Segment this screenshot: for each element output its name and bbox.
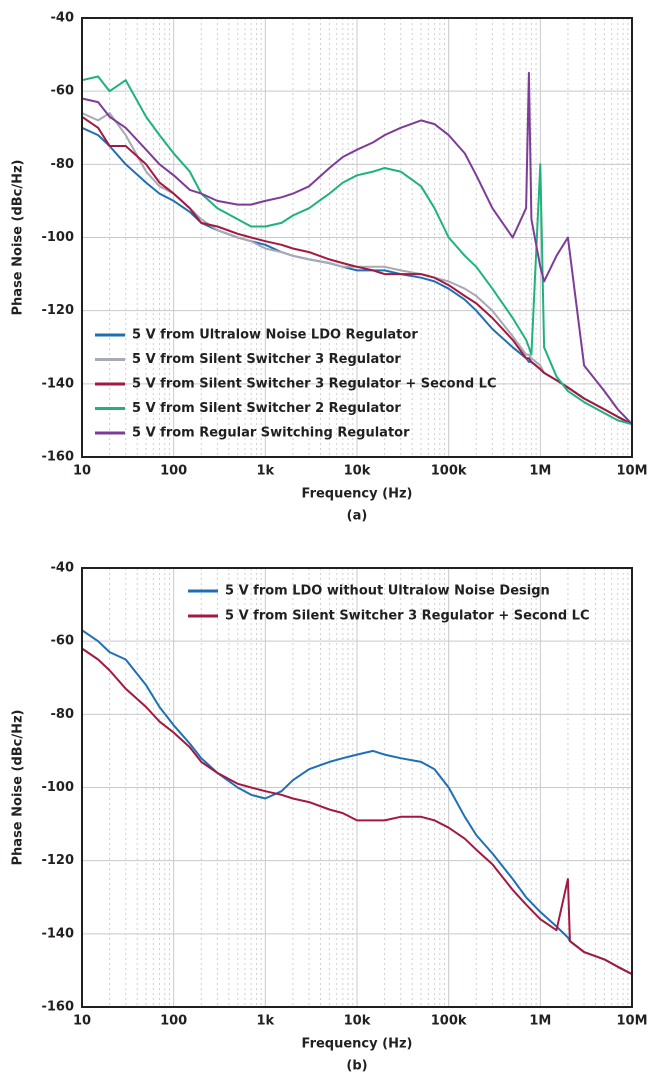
series-line [81, 71, 633, 425]
x-tick-label: 10k [344, 464, 371, 479]
legend-label: 5 V from Silent Switcher 3 Regulator + S… [225, 609, 590, 624]
x-axis-label: Frequency (Hz) [302, 487, 413, 502]
series-line [81, 629, 633, 975]
x-axis-label: Frequency (Hz) [302, 1037, 413, 1052]
series-line [81, 647, 633, 975]
legend-label: 5 V from Silent Switcher 3 Regulator + S… [132, 377, 497, 392]
y-tick-label: -60 [51, 84, 75, 99]
y-tick-label: -40 [51, 561, 75, 576]
y-tick-label: -120 [41, 853, 74, 868]
y-tick-label: -140 [41, 926, 74, 941]
x-tick-label: 10M [616, 464, 647, 479]
y-tick-label: -80 [51, 707, 75, 722]
x-tick-label: 100k [431, 464, 467, 479]
y-axis-label: Phase Noise (dBc/Hz) [11, 710, 26, 866]
x-tick-label: 10 [73, 1014, 91, 1029]
x-tick-label: 100 [160, 1014, 187, 1029]
x-tick-label: 10k [344, 1014, 371, 1029]
y-tick-label: -140 [41, 376, 74, 391]
x-tick-label: 1M [529, 1014, 551, 1029]
y-tick-label: -160 [41, 450, 74, 465]
plot-frame [81, 567, 633, 1008]
caption: (b) [346, 1059, 367, 1074]
y-tick-label: -80 [51, 157, 75, 172]
series-line [81, 75, 633, 426]
x-tick-label: 100 [160, 464, 187, 479]
y-tick-label: -160 [41, 1000, 74, 1015]
legend-label: 5 V from LDO without Ultralow Noise Desi… [225, 584, 550, 599]
caption: (a) [347, 509, 368, 524]
y-axis-label: Phase Noise (dBc/Hz) [11, 160, 26, 316]
x-tick-label: 10 [73, 464, 91, 479]
y-tick-label: -120 [41, 303, 74, 318]
legend-label: 5 V from Silent Switcher 3 Regulator [132, 352, 401, 367]
series-line [81, 115, 633, 425]
y-tick-label: -60 [51, 634, 75, 649]
legend-label: 5 V from Regular Switching Regulator [132, 426, 410, 441]
x-tick-label: 1k [256, 1014, 274, 1029]
y-tick-label: -40 [51, 11, 75, 26]
legend-label: 5 V from Ultralow Noise LDO Regulator [132, 328, 418, 343]
x-tick-label: 100k [431, 1014, 467, 1029]
x-tick-label: 1M [529, 464, 551, 479]
legend-label: 5 V from Silent Switcher 2 Regulator [132, 401, 401, 416]
plot-frame [81, 17, 633, 458]
y-tick-label: -100 [41, 780, 74, 795]
y-tick-label: -100 [41, 230, 74, 245]
x-tick-label: 10M [616, 1014, 647, 1029]
x-tick-label: 1k [256, 464, 274, 479]
